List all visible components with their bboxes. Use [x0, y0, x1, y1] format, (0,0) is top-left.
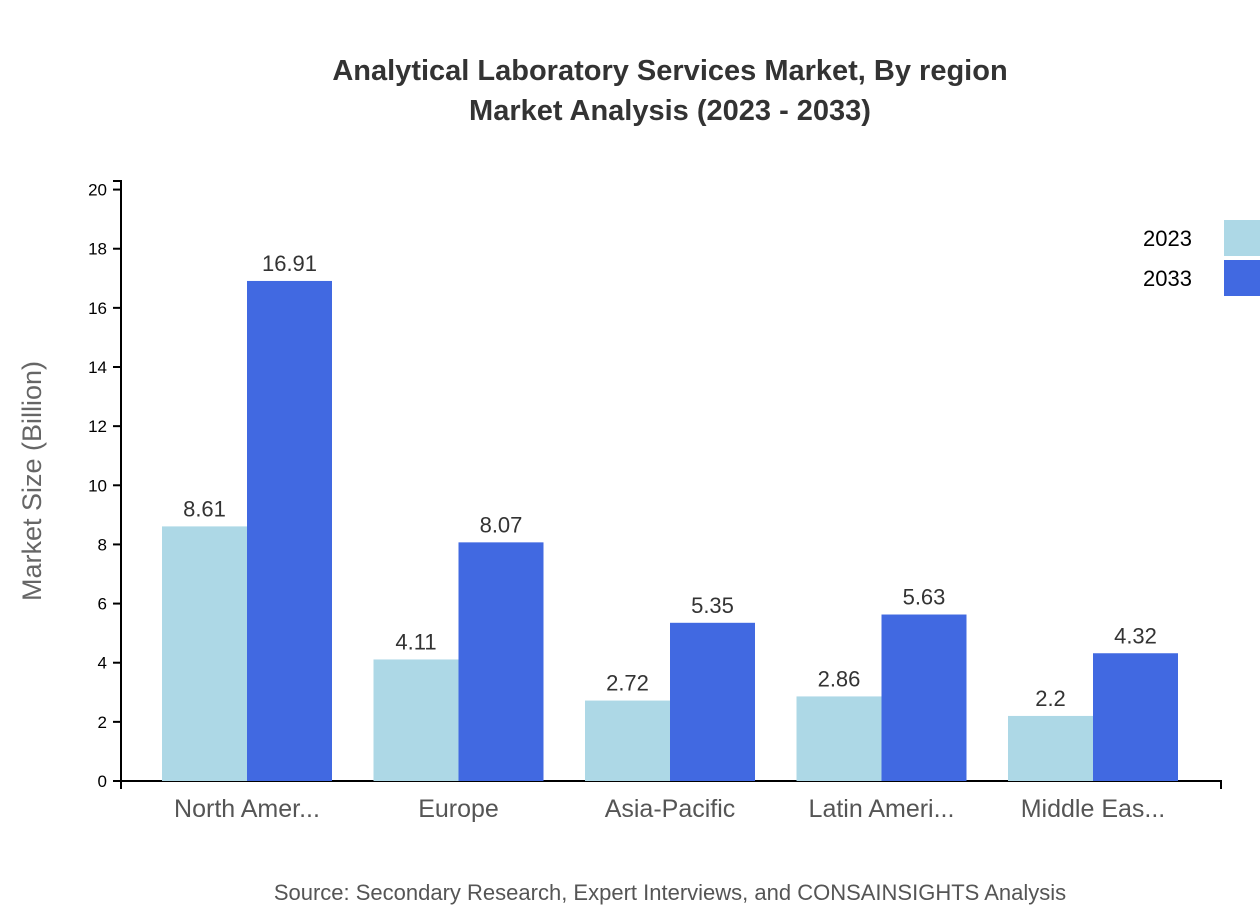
y-tick: 6 — [98, 595, 121, 614]
y-tick: 10 — [88, 476, 121, 495]
y-tick-label: 4 — [98, 654, 107, 673]
y-tick-label: 20 — [88, 181, 107, 200]
y-tick-label: 10 — [88, 476, 107, 495]
legend: 2023 2033 — [1143, 220, 1260, 296]
data-label: 4.11 — [395, 629, 436, 654]
x-tick-label: Middle Eas... — [1021, 795, 1166, 823]
y-tick-label: 0 — [98, 772, 107, 791]
bar-2023 — [796, 696, 882, 781]
y-tick-label: 14 — [88, 358, 107, 377]
y-tick-label: 2 — [98, 713, 107, 732]
y-tick-label: 8 — [98, 535, 107, 554]
data-label: 4.32 — [1114, 623, 1157, 648]
data-label: 8.61 — [183, 496, 226, 521]
y-tick-label: 16 — [88, 299, 107, 318]
legend-label: 2033 — [1143, 266, 1192, 291]
x-tick-label: North Amer... — [174, 795, 320, 823]
bars: 8.61 16.91 4.11 8.07 2.72 5.35 2.86 5.63 2.2 4.32 — [162, 251, 1178, 781]
x-tick-label: Asia-Pacific — [605, 795, 736, 823]
y-tick: 2 — [98, 713, 121, 732]
data-label: 5.63 — [903, 585, 946, 610]
chart-title: Analytical Laboratory Services Market, B… — [332, 55, 1007, 87]
y-tick-label: 18 — [88, 240, 107, 259]
y-tick-label: 12 — [88, 417, 107, 436]
y-axis: 0 2 4 6 8 10 12 14 16 18 20 — [88, 180, 122, 791]
bar-2033 — [247, 280, 332, 781]
y-tick: 8 — [98, 535, 121, 554]
data-label: 2.86 — [818, 666, 861, 691]
x-tick-label: Latin Ameri... — [809, 795, 955, 823]
source-note: Source: Secondary Research, Expert Inter… — [274, 880, 1066, 905]
data-label: 16.91 — [262, 251, 317, 276]
x-tick-label: Europe — [418, 795, 499, 823]
data-label: 2.2 — [1035, 686, 1066, 711]
data-label: 8.07 — [480, 512, 523, 537]
legend-swatch — [1224, 260, 1260, 296]
y-tick: 18 — [88, 240, 121, 259]
chart-subtitle: Market Analysis (2023 - 2033) — [469, 95, 871, 127]
data-label: 2.72 — [606, 671, 649, 696]
y-tick: 14 — [88, 358, 121, 377]
y-tick: 16 — [88, 299, 121, 318]
x-axis-line — [120, 780, 1222, 789]
y-tick: 4 — [98, 654, 121, 673]
bar-2023 — [1008, 715, 1093, 781]
bar-2023 — [585, 700, 670, 781]
y-tick: 12 — [88, 417, 121, 436]
bar-2033 — [1093, 653, 1178, 781]
legend-label: 2023 — [1143, 226, 1192, 251]
bar-2033 — [670, 622, 755, 781]
legend-swatch — [1224, 220, 1260, 256]
y-axis-label: Market Size (Billion) — [17, 361, 47, 601]
bar-2033 — [881, 614, 967, 781]
x-axis: North Amer... Europe Asia-Pacific Latin Ame… — [120, 780, 1222, 823]
bar-2033 — [458, 542, 544, 781]
y-tick-label: 6 — [98, 595, 107, 614]
bar-2023 — [373, 659, 459, 781]
y-tick: 0 — [98, 772, 121, 791]
y-tick: 20 — [88, 181, 121, 200]
y-axis-line — [113, 180, 122, 782]
bar-2023 — [162, 526, 247, 781]
data-label: 5.35 — [691, 593, 734, 618]
